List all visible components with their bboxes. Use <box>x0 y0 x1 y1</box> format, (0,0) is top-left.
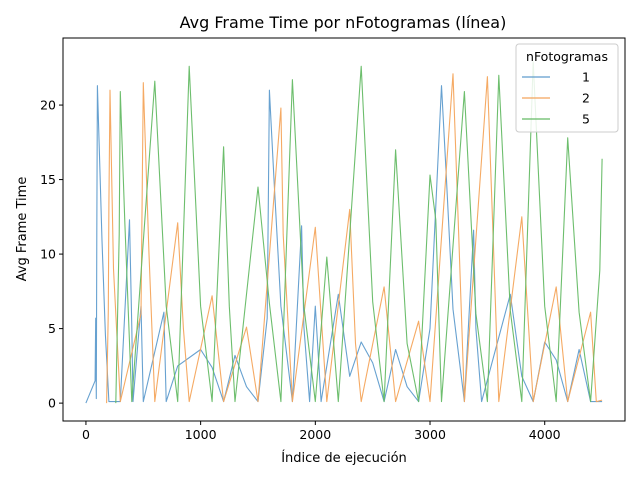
y-tick-label: 20 <box>40 98 56 113</box>
legend: nFotogramas 1 2 5 <box>515 43 619 133</box>
plot-frame <box>62 37 626 422</box>
x-tick-label: 1000 <box>185 427 217 442</box>
x-axis-label: Índice de ejecución <box>281 450 407 466</box>
y-tick-label: 0 <box>48 396 56 411</box>
legend-label-1: 1 <box>582 70 590 85</box>
series-line-5 <box>115 61 603 404</box>
y-tick-label: 10 <box>40 247 56 262</box>
x-tick-label: 4000 <box>529 427 561 442</box>
legend-title: nFotogramas <box>526 49 608 64</box>
series-layer <box>85 61 603 404</box>
chart-title: Avg Frame Time por nFotogramas (línea) <box>180 13 507 32</box>
x-tick-label: 0 <box>82 427 90 442</box>
legend-label-2: 2 <box>582 91 590 106</box>
legend-label-5: 5 <box>582 112 590 127</box>
ticks-layer: 0 1000 2000 3000 4000 0 5 10 15 20 <box>40 98 561 442</box>
series-line-2 <box>106 73 603 404</box>
x-tick-label: 3000 <box>414 427 446 442</box>
legend-box <box>515 43 619 133</box>
y-axis-label: Avg Frame Time <box>15 177 30 282</box>
x-tick-label: 2000 <box>299 427 331 442</box>
y-tick-label: 15 <box>40 172 56 187</box>
series-line-1 <box>85 85 603 404</box>
y-tick-label: 5 <box>48 321 56 336</box>
